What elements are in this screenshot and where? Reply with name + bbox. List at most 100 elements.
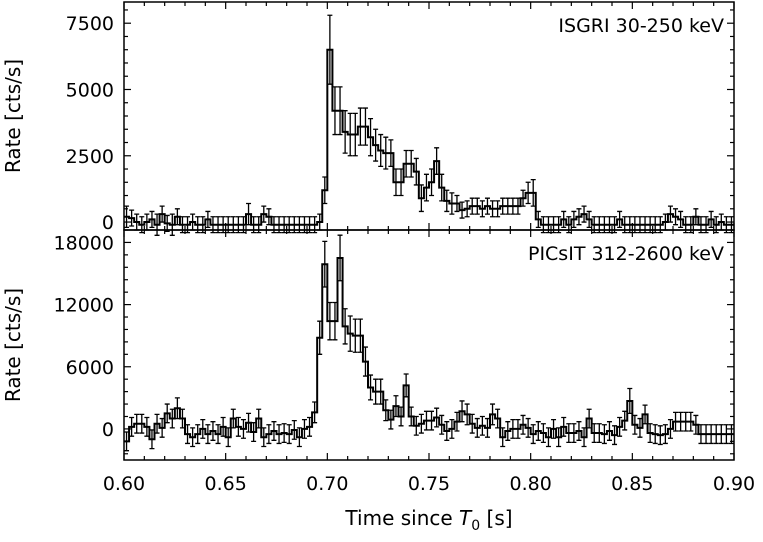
picsit-error-bar — [347, 315, 353, 352]
picsit-error-bar — [246, 412, 252, 433]
picsit-error-bar — [144, 416, 150, 437]
picsit-error-bar — [337, 234, 343, 282]
picsit-error-bar — [601, 424, 607, 445]
picsit-x-tick-label: 0.60 — [103, 473, 145, 495]
isgri-error-bar — [246, 202, 252, 226]
picsit-error-bar — [520, 414, 526, 435]
picsit-error-bar — [627, 387, 633, 415]
isgri-error-bar — [535, 210, 541, 228]
picsit-error-bar — [154, 413, 160, 434]
picsit-error-bar — [276, 424, 282, 445]
isgri-error-bar — [357, 107, 363, 146]
isgri-marks — [124, 14, 734, 236]
picsit-error-bar — [205, 424, 211, 445]
isgri-error-bar — [576, 208, 582, 226]
isgri-error-bar — [398, 168, 404, 197]
x-axis-label: Time since T0 [s] — [344, 506, 512, 534]
isgri-error-bar — [174, 208, 180, 226]
isgri-error-bar — [413, 157, 419, 186]
picsit-error-bar — [657, 425, 663, 446]
picsit-error-bar — [429, 410, 435, 431]
isgri-error-bar — [673, 208, 679, 226]
isgri-error-bar — [439, 173, 445, 202]
picsit-step-line — [124, 256, 734, 443]
isgri-error-bar — [169, 213, 175, 236]
picsit-ticks: 0 6000 12000 18000 0.60 0.65 0.70 0.75 0.80 0.85 0… — [54, 229, 755, 495]
picsit-error-bar — [551, 418, 557, 439]
picsit-error-bar — [525, 417, 531, 438]
picsit-error-bar — [591, 423, 597, 444]
picsit-error-bar — [261, 427, 267, 448]
picsit-error-bar — [388, 409, 394, 430]
x-axis-label-prefix: Time since — [344, 506, 459, 530]
isgri-error-bar — [159, 205, 165, 223]
picsit-error-bar — [708, 424, 714, 445]
isgri-error-bar — [561, 210, 567, 228]
isgri-error-bar — [500, 197, 506, 215]
picsit-error-bar — [373, 378, 379, 405]
picsit-error-bar — [698, 424, 704, 445]
isgri-error-bar — [393, 168, 399, 197]
picsit-error-bar — [368, 374, 374, 401]
picsit-error-bar — [545, 427, 551, 448]
isgri-error-bar — [520, 189, 526, 207]
picsit-error-bar — [169, 408, 175, 429]
picsit-error-bar — [251, 422, 257, 442]
isgri-error-bar — [266, 208, 272, 226]
isgri-error-bar — [464, 200, 470, 218]
x-axis-label-subscript: 0 — [471, 518, 480, 534]
isgri-error-bar — [342, 110, 348, 154]
picsit-x-tick-label: 0.80 — [510, 473, 552, 495]
isgri-error-bar — [454, 194, 460, 213]
picsit-error-bar — [418, 413, 424, 434]
isgri-error-bar — [388, 139, 394, 168]
isgri-error-bar — [459, 201, 465, 219]
picsit-error-bar — [622, 410, 628, 431]
picsit-error-bar — [179, 408, 185, 429]
picsit-error-bar — [225, 427, 231, 448]
isgri-error-bar — [586, 210, 592, 228]
picsit-y-tick-label: 12000 — [54, 295, 114, 317]
isgri-error-bar — [429, 168, 435, 197]
isgri-error-bar — [449, 192, 455, 215]
picsit-error-bar — [464, 403, 470, 426]
isgri-y-tick-label: 7500 — [66, 13, 114, 35]
picsit-error-bar — [129, 416, 135, 437]
picsit-error-bar — [296, 427, 302, 448]
isgri-error-bar — [678, 210, 684, 228]
isgri-error-bar — [667, 205, 673, 223]
isgri-error-bar — [327, 14, 333, 85]
isgri-error-bar — [337, 86, 343, 136]
picsit-error-bar — [667, 418, 673, 439]
picsit-error-bar — [403, 373, 409, 398]
picsit-error-bar — [444, 421, 450, 441]
picsit-error-bar — [561, 416, 567, 437]
isgri-error-bar — [693, 208, 699, 226]
picsit-error-bar — [423, 410, 429, 431]
isgri-error-bar — [124, 205, 130, 228]
picsit-error-bar — [688, 411, 694, 432]
picsit-error-bar — [723, 424, 729, 445]
picsit-error-bar — [505, 421, 511, 441]
isgri-error-bar — [469, 197, 475, 215]
isgri-error-bar — [515, 197, 521, 215]
isgri-y-tick-label: 2500 — [66, 146, 114, 168]
picsit-error-bar — [164, 403, 170, 424]
isgri-error-bar — [378, 133, 384, 168]
picsit-error-bar — [134, 413, 140, 434]
picsit-error-bar — [383, 399, 389, 422]
picsit-error-bar — [647, 423, 653, 444]
isgri-error-bar — [373, 128, 379, 162]
picsit-error-bar — [703, 424, 709, 445]
isgri-error-bar — [383, 136, 389, 170]
picsit-error-bar — [642, 404, 648, 425]
isgri-error-bar — [423, 173, 429, 202]
isgri-error-bar — [408, 149, 414, 178]
picsit-error-bar — [408, 406, 414, 427]
picsit-error-bar — [484, 417, 490, 438]
picsit-error-bar — [586, 408, 592, 429]
isgri-step-line — [124, 48, 734, 226]
picsit-error-bar — [662, 424, 668, 445]
picsit-x-tick-label: 0.90 — [713, 473, 755, 495]
